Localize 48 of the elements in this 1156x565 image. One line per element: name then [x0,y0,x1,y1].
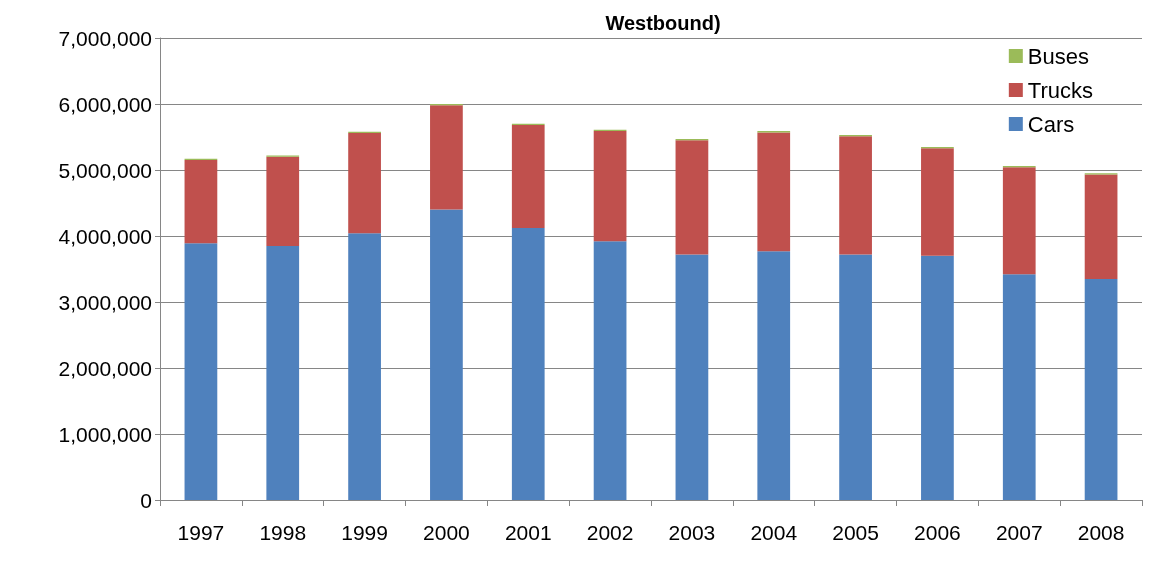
x-tick-label: 2006 [914,521,961,544]
x-tick-label: 2002 [586,521,634,544]
bar [511,125,545,229]
chart-title: Westbound) [605,12,721,34]
bar [1002,274,1036,500]
bar [757,132,791,252]
legend-label: Buses [1027,43,1089,69]
x-tick-label: 2004 [750,521,798,544]
x-tick-label: 1998 [259,521,307,544]
bar [921,148,954,256]
bar [593,131,627,242]
bar [348,233,381,500]
y-tick-label: 5,000,000 [58,158,152,182]
y-tick-label: 1,000,000 [58,422,152,446]
x-tick-label: 2000 [423,521,470,544]
bar [593,241,627,500]
x-tick-label: 2007 [995,521,1043,544]
bar [184,243,218,500]
bar [184,160,218,244]
legend-label: Cars [1027,111,1075,137]
y-tick-label: 7,000,000 [58,26,152,50]
y-tick-label: 3,000,000 [58,290,152,314]
bar [266,245,300,500]
x-tick-label: 1999 [341,521,388,544]
bar [430,209,463,500]
x-tick-label: 2008 [1077,521,1125,544]
bar [1002,167,1036,275]
x-tick-label: 2005 [832,521,879,544]
bar [1084,278,1118,500]
y-tick-label: 6,000,000 [58,92,152,116]
bar [430,105,463,210]
bar [675,254,709,500]
x-tick-label: 1997 [177,521,225,544]
x-tick-label: 2001 [504,521,552,544]
y-tick-label: 2,000,000 [58,356,152,380]
bar [511,228,545,500]
bar [921,255,954,500]
y-tick-label: 4,000,000 [58,224,152,248]
bar [839,136,872,255]
legend-label: Trucks [1027,77,1093,103]
y-tick-label: 0 [140,488,152,512]
bar [757,251,791,500]
x-tick-label: 2003 [668,521,716,544]
bar [675,140,709,255]
bar [266,156,300,246]
bar [348,133,381,234]
bar [1084,174,1118,279]
bar [839,254,872,500]
